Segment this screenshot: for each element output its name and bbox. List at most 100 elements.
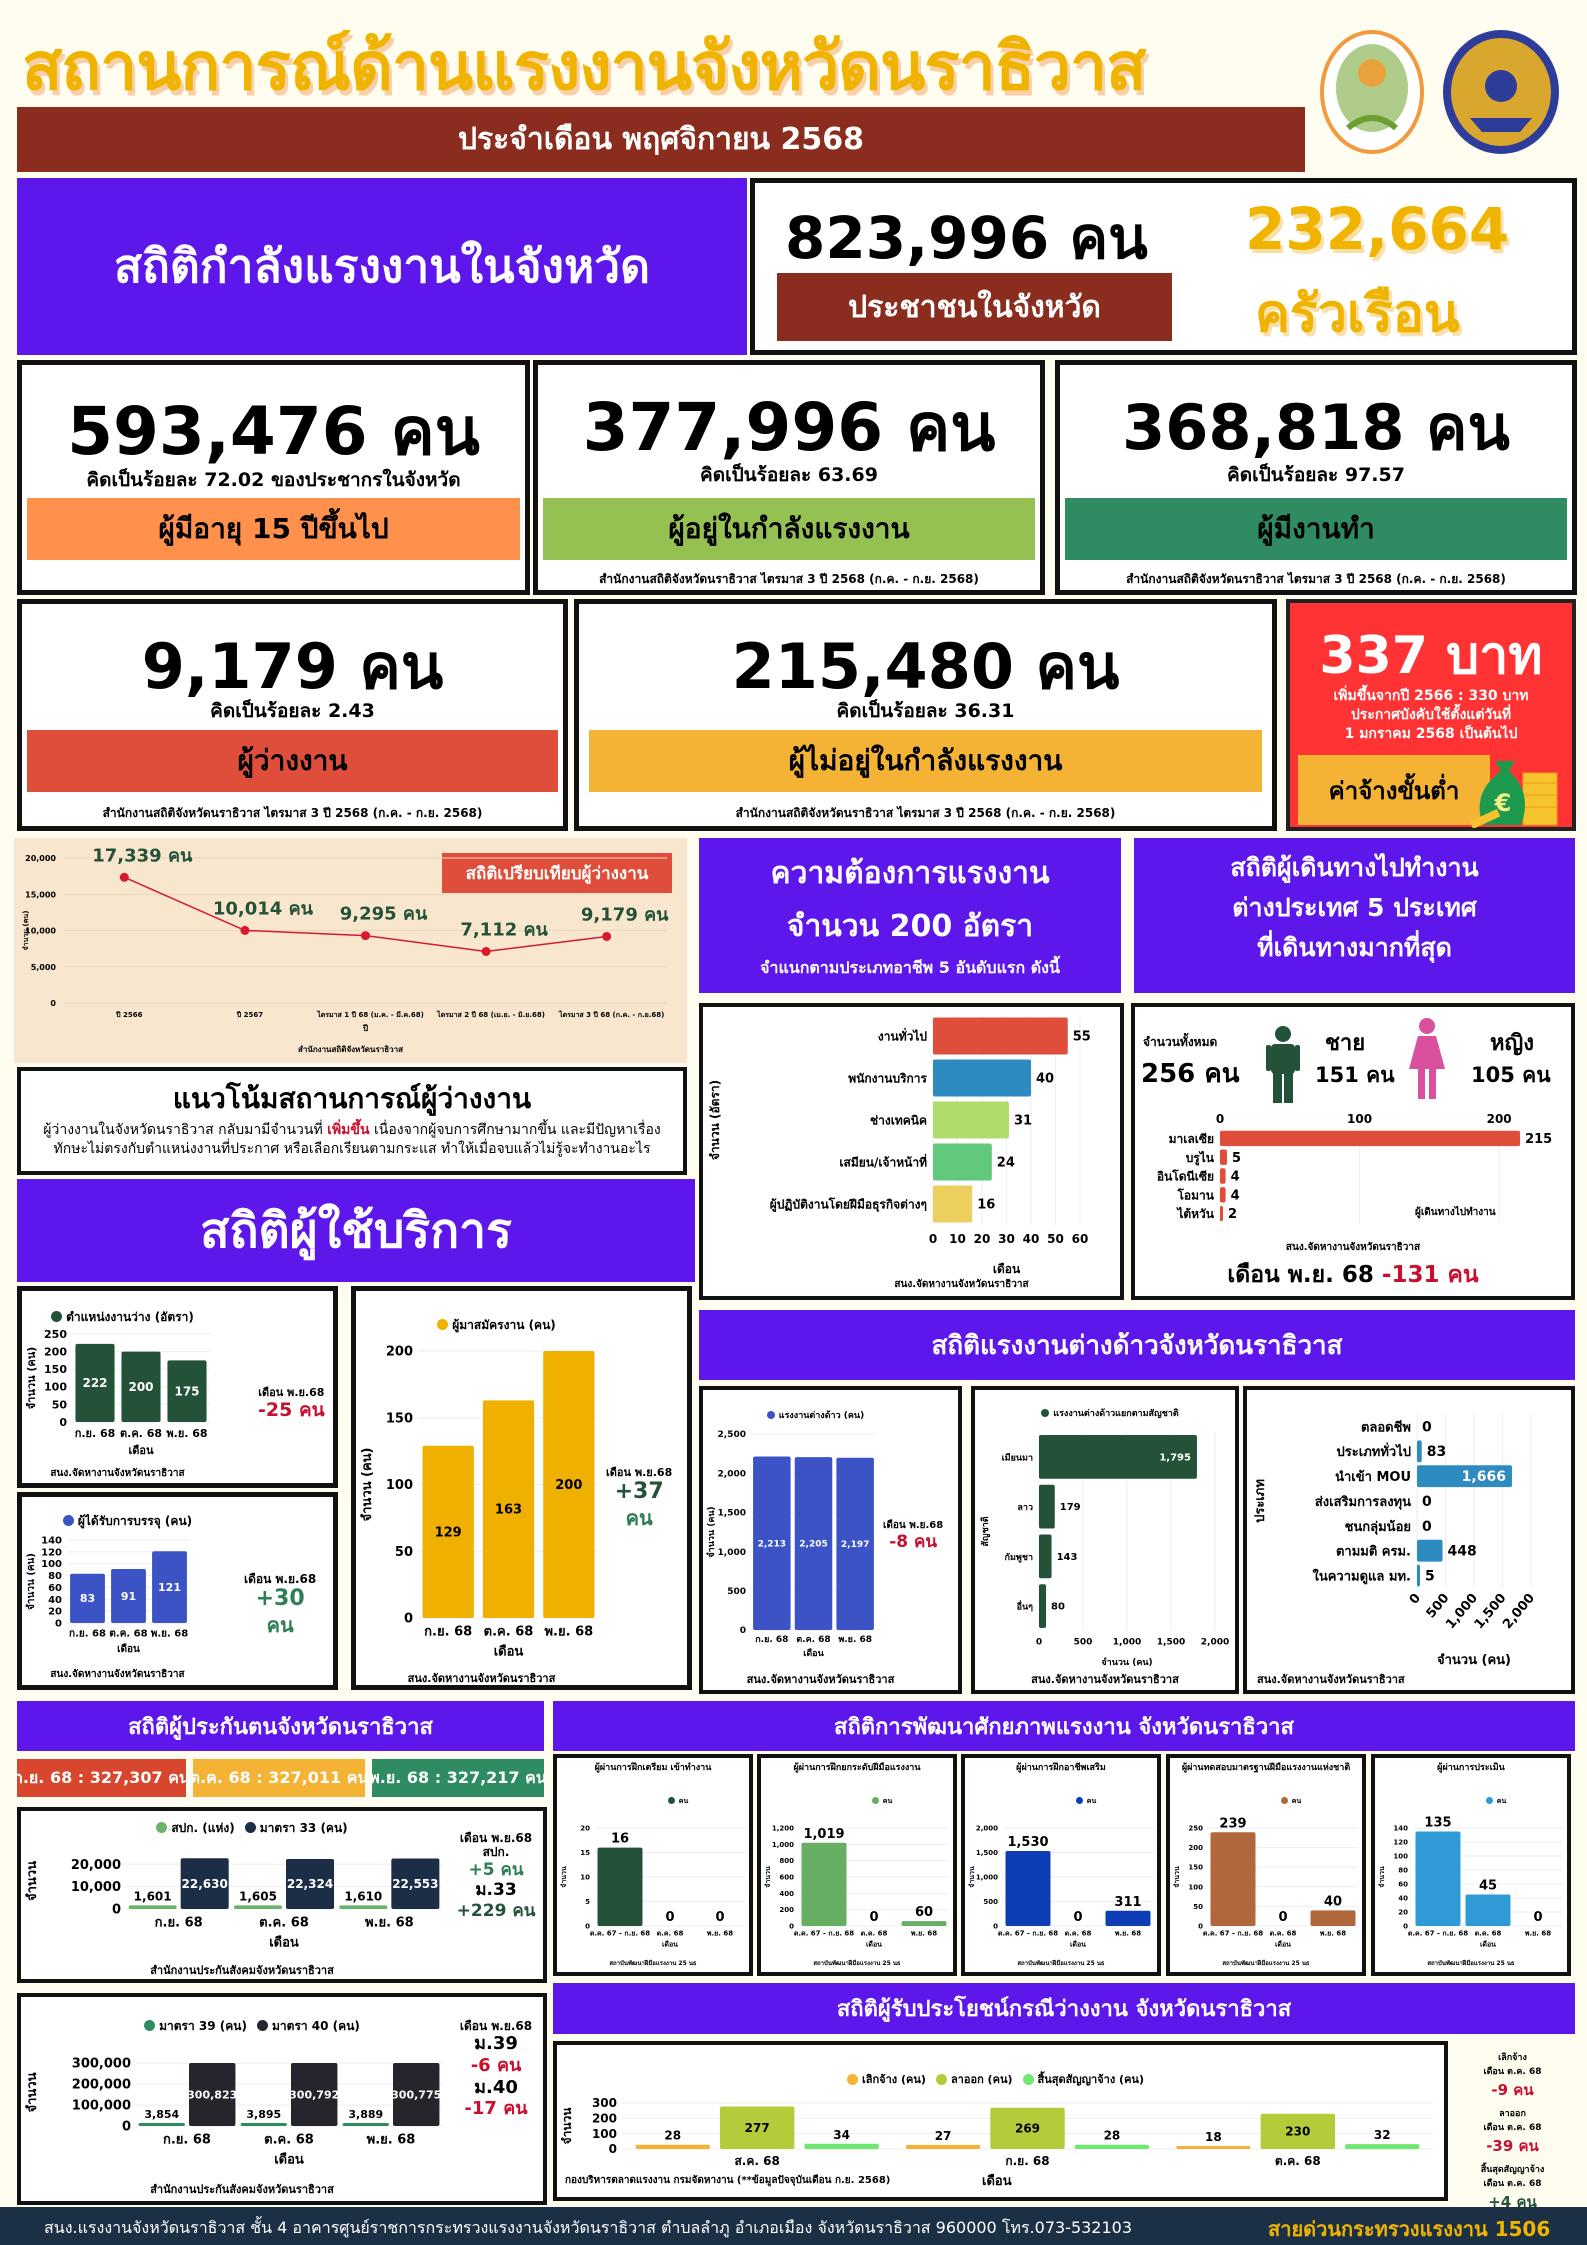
- stat-label: ผู้อยู่ในกำลังแรงงาน: [543, 498, 1035, 560]
- trend-title: แนวโน้มสถานการณ์ผู้ว่างงาน: [172, 1082, 532, 1115]
- hbar-plot: 0 500 1,000 1,500 2,000 0 ตลอดชีพ 83 ประเภททั่วไ…: [1247, 1398, 1571, 1668]
- bar: [990, 2107, 1065, 2149]
- money-bag-icon: €: [1465, 753, 1575, 829]
- insured-oct-pill: ต.ค. 68 : 327,011 คน: [190, 1759, 368, 1797]
- y-tick-label: 2,000: [976, 1824, 998, 1832]
- stat-source: สำนักงานสถิติจังหวัดนราธิวาส ไตรมาส 3 ปี…: [1126, 572, 1506, 586]
- legend-label: คน: [1086, 1797, 1097, 1805]
- chart-source: สถาบันพัฒนาฝีมือแรงงาน 25 นธ: [1427, 1960, 1515, 1967]
- note-change: +30: [255, 1586, 305, 1612]
- y-tick-label: 150: [44, 1363, 67, 1376]
- x-tick-label: ต.ค. 68: [484, 1625, 534, 1640]
- x-axis-label: เดือน: [274, 2152, 304, 2168]
- y-axis-label: จำนวน: [560, 1866, 568, 1888]
- y-axis-label: จำนวน: [24, 1861, 40, 1901]
- bar: [240, 2123, 287, 2126]
- benefits-notes: เลิกจ้าง เดือน ต.ค. 68 -9 คน ลาออก เดือน ต.…: [1450, 2050, 1575, 2214]
- note-label: เลิกจ้าง: [1498, 2053, 1527, 2063]
- section-title: สถิติผู้ประกันตนจังหวัดนราธิวาส: [128, 1714, 433, 1740]
- value-label: 0: [1278, 1910, 1287, 1925]
- stat-card-not-in-labour-force: 215,480 คน คิดเป็นร้อยละ 36.31 ผู้ไม่อยู…: [574, 599, 1277, 831]
- line-plot: 0 5,000 10,000 15,000 20,000 17,339 คน ปี 2566…: [14, 838, 687, 1048]
- footer-address: สนง.แรงงานจังหวัดนราธิวาส ชั้น 4 อาคารศู…: [44, 2218, 1133, 2237]
- trend-text-part: ผู้ว่างงานในจังหวัดนราธิวาส กลับมามีจำนว…: [43, 1122, 328, 1138]
- bar: [1176, 2146, 1251, 2149]
- value-label: 40: [1324, 1894, 1342, 1909]
- y-tick-label: 250: [1188, 1824, 1203, 1832]
- value-label: 24: [997, 1156, 1015, 1171]
- y-tick-label: 100: [41, 1559, 62, 1570]
- note-unit: คน: [266, 1612, 294, 1637]
- bar: [180, 1858, 229, 1909]
- value-label: 31: [1014, 1114, 1032, 1129]
- chart-source: สถาบันพัฒนาฝีมือแรงงาน 25 นธ: [609, 1960, 697, 1967]
- x-tick-label: ก.ย. 68: [1005, 2154, 1049, 2168]
- hbar-plot: 0 500 1,000 1,500 2,000 1,795 เมียนมา 179 ลาว 143…: [975, 1424, 1235, 1669]
- note-period: เดือน พ.ย.68: [244, 1572, 317, 1586]
- value-label: 1,601: [134, 1889, 172, 1903]
- value-label: 4: [1231, 1170, 1240, 1185]
- x-tick-label: ต.ค. 68: [796, 1635, 830, 1645]
- population-number: 823,996: [785, 204, 1050, 272]
- x-tick-label: 1,000: [1113, 1638, 1141, 1648]
- stat-label: ผู้ไม่อยู่ในกำลังแรงงาน: [589, 730, 1262, 792]
- x-tick-label: 0: [1407, 1591, 1424, 1608]
- chart-legend: คน: [1415, 1796, 1567, 1807]
- total-label: จำนวนทั้งหมด: [1143, 1035, 1218, 1049]
- note-change: -39 คน: [1486, 2137, 1539, 2155]
- hbar-plot: 0 10 20 30 40 50 60 55 งานทั่วไป 40 พนักงานบริการ 3…: [703, 1007, 1120, 1277]
- x-axis-label: เดือน: [803, 1647, 824, 1659]
- stat-label: ผู้มีงานทำ: [1065, 498, 1567, 560]
- value-label: 91: [121, 1590, 136, 1603]
- stat-card-age15: 593,476 คน คิดเป็นร้อยละ 72.02 ของประชาก…: [17, 360, 530, 595]
- y-tick-label: 50: [1193, 1903, 1203, 1911]
- travel-title-line: สถิติผู้เดินทางไปทำงาน: [1230, 853, 1479, 882]
- stat-value: 593,476 คน: [67, 393, 480, 470]
- development-chart: ผู้ผ่านการประเมิน คน 0 20 40 60 80 100 120 140 1…: [1371, 1754, 1571, 1976]
- chart-source: สถาบันพัฒนาฝีมือแรงงาน 25 นธ: [1017, 1960, 1105, 1967]
- y-tick-label: 15: [580, 1849, 590, 1857]
- chart-legend: ผู้ได้รับการบรรจุ (คน): [0, 1512, 333, 1531]
- chart-legend: ตำแหน่งงานว่าง (อัตรา): [0, 1308, 333, 1327]
- value-label: 28: [664, 2129, 681, 2143]
- chart-source: สำนักงานสถิติจังหวัดนราธิวาส: [297, 1045, 404, 1054]
- value-label: 22,324: [287, 1877, 333, 1891]
- y-axis-label: จำนวน (อัตรา): [708, 1080, 722, 1160]
- bar: [422, 1445, 474, 1618]
- value-label: 0: [1422, 1519, 1432, 1535]
- y-tick-label: 5,000: [31, 963, 57, 972]
- data-point: [361, 931, 370, 941]
- stat-percent: คิดเป็นร้อยละ 72.02 ของประชากรในจังหวัด: [86, 469, 461, 491]
- bar: [75, 1343, 115, 1422]
- bar: [1345, 2144, 1420, 2149]
- legend-label: มาตรา 40 (คน): [272, 2019, 360, 2033]
- change-note: เดือน พ.ย.68 +30 คน: [244, 1572, 316, 1637]
- bar: [1310, 1910, 1356, 1926]
- bar: [1105, 1910, 1151, 1926]
- foreign-workers-header: สถิติแรงงานต่างด้าวจังหวัดนราธิวาส: [699, 1310, 1575, 1380]
- y-tick-label: 300,000: [72, 2057, 131, 2072]
- value-label: 222: [82, 1376, 107, 1390]
- stat-source: สำนักงานสถิติจังหวัดนราธิวาส ไตรมาส 3 ปี…: [102, 806, 483, 820]
- data-point: [240, 925, 250, 935]
- y-axis-label: จำนวน (คน): [25, 1347, 38, 1410]
- bar: [901, 1921, 947, 1926]
- population-value: 823,996 คน: [785, 191, 1148, 284]
- value-label: 1,666: [1462, 1469, 1506, 1485]
- bar: [1039, 1534, 1052, 1579]
- value-label: 18: [1205, 2130, 1222, 2144]
- y-tick-label: 20: [48, 1607, 62, 1618]
- bar: [597, 1847, 643, 1926]
- legend-dot-icon: [766, 1410, 775, 1419]
- x-tick-label: พ.ย. 68: [1320, 1929, 1346, 1937]
- stat-value: 9,179 คน: [141, 630, 444, 703]
- legend-label: ตำแหน่งงานว่าง (อัตรา): [66, 1310, 194, 1324]
- legend-dot-icon: [1485, 1796, 1493, 1804]
- category-label: เมียนมา: [1002, 1452, 1033, 1463]
- labour-demand-header: ความต้องการแรงงาน จำนวน 200 อัตรา จำแนกต…: [699, 838, 1121, 993]
- value-label: 3,895: [246, 2108, 281, 2121]
- chart-legend: คน: [1005, 1796, 1157, 1807]
- x-tick-label: 10: [949, 1232, 966, 1246]
- legend-label: มาตรา 39 (คน): [159, 2019, 247, 2033]
- x-tick-label: ก.ย. 68: [155, 1916, 203, 1931]
